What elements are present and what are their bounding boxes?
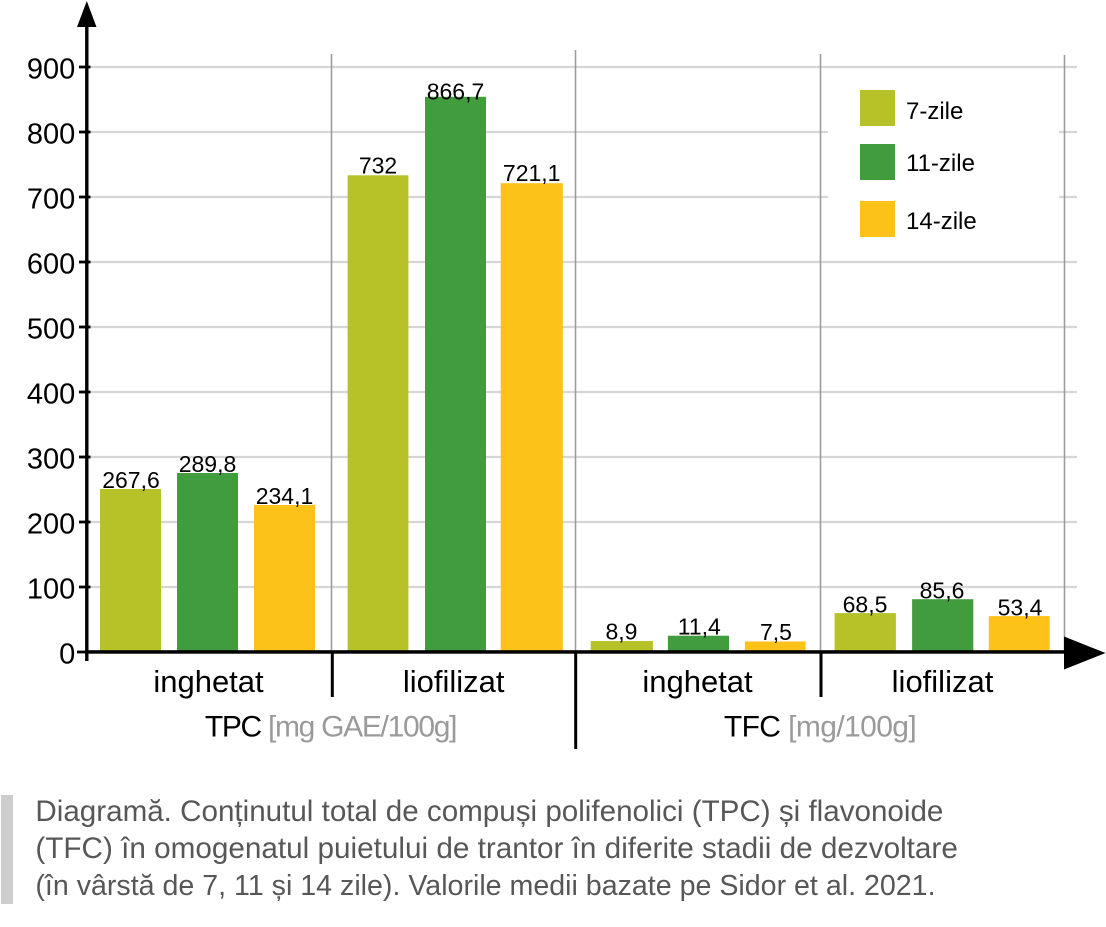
svg-text:100: 100 — [27, 574, 75, 606]
svg-text:11-zile: 11-zile — [906, 150, 975, 177]
svg-text:866,7: 866,7 — [427, 78, 485, 104]
svg-text:289,8: 289,8 — [179, 451, 237, 477]
svg-text:liofilizat: liofilizat — [892, 664, 994, 699]
svg-text:TPC [mg GAE/100g]: TPC [mg GAE/100g] — [205, 711, 456, 744]
svg-text:11,4: 11,4 — [678, 614, 721, 640]
svg-text:200: 200 — [27, 509, 75, 541]
svg-text:0: 0 — [59, 639, 75, 671]
svg-text:inghetat: inghetat — [642, 664, 753, 699]
svg-text:900: 900 — [27, 54, 75, 86]
svg-text:7,5: 7,5 — [760, 619, 792, 645]
svg-text:(în vârstă de 7, 11 și 14 zile: (în vârstă de 7, 11 și 14 zile). Valoril… — [35, 870, 935, 902]
svg-text:68,5: 68,5 — [843, 592, 888, 618]
svg-text:(TFC) în omogenatul puietului: (TFC) în omogenatul puietului de trantor… — [35, 832, 957, 865]
svg-text:7-zile: 7-zile — [906, 98, 963, 125]
svg-text:400: 400 — [27, 379, 75, 411]
svg-text:234,1: 234,1 — [256, 483, 314, 509]
svg-text:600: 600 — [27, 249, 75, 281]
svg-text:inghetat: inghetat — [153, 664, 264, 699]
svg-text:14-zile: 14-zile — [906, 208, 977, 235]
svg-text:85,6: 85,6 — [920, 578, 965, 604]
svg-text:721,1: 721,1 — [503, 160, 561, 186]
svg-text:liofilizat: liofilizat — [403, 664, 505, 699]
svg-text:8,9: 8,9 — [606, 619, 638, 645]
svg-text:800: 800 — [27, 119, 75, 151]
svg-text:267,6: 267,6 — [102, 467, 160, 493]
svg-text:Diagramă. Conținutul total de: Diagramă. Conținutul total de compuși po… — [35, 795, 943, 828]
svg-text:700: 700 — [27, 184, 75, 216]
svg-text:TFC [mg/100g]: TFC [mg/100g] — [724, 711, 916, 744]
svg-text:300: 300 — [27, 444, 75, 476]
svg-text:500: 500 — [27, 314, 75, 346]
svg-text:53,4: 53,4 — [998, 595, 1043, 621]
svg-text:732: 732 — [359, 152, 397, 178]
